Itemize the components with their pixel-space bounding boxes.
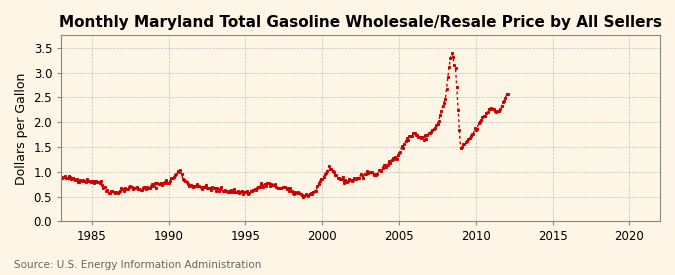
Title: Monthly Maryland Total Gasoline Wholesale/Resale Price by All Sellers: Monthly Maryland Total Gasoline Wholesal… [59, 15, 662, 30]
Text: Source: U.S. Energy Information Administration: Source: U.S. Energy Information Administ… [14, 260, 261, 270]
Y-axis label: Dollars per Gallon: Dollars per Gallon [15, 72, 28, 185]
